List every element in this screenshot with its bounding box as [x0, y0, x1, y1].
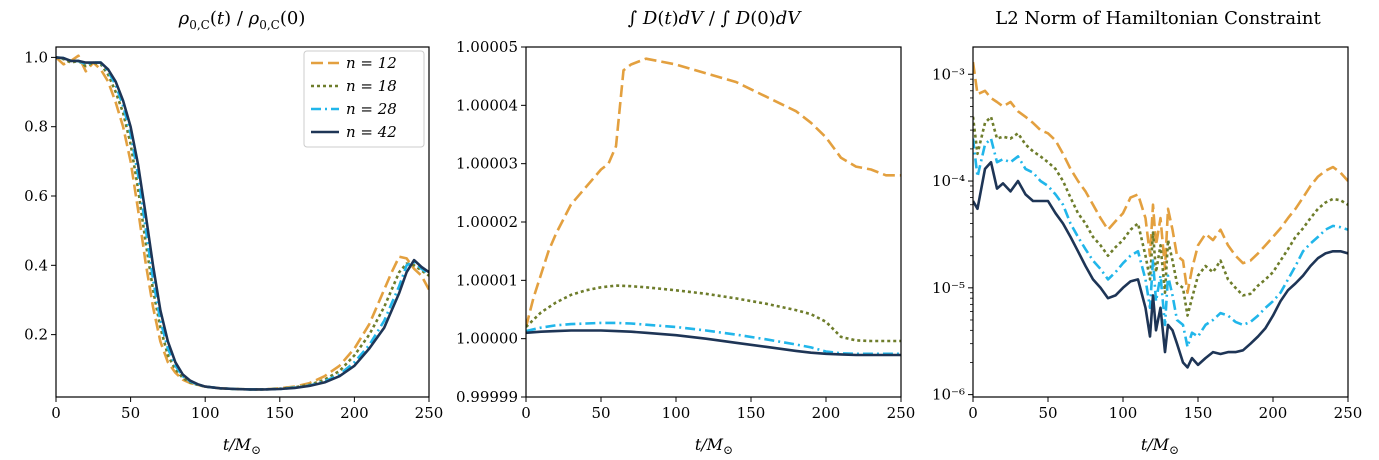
panel-1-series-n12 — [56, 54, 429, 391]
panel-1-ytick-label: 0.2 — [24, 326, 48, 344]
panel-1-ytick-label: 0.8 — [24, 118, 48, 136]
panel-2-ytick-label: 1.00003 — [456, 155, 518, 173]
panel-2-xtick-label: 250 — [887, 404, 916, 422]
legend-label-n12: n = 12 — [346, 54, 397, 72]
panel-1-xtick-label: 0 — [51, 404, 61, 422]
panel-1-xtick-label: 100 — [191, 404, 220, 422]
panel-3-frame — [972, 46, 1349, 398]
panel-2-series-n42 — [526, 329, 901, 357]
panel-2-ytick-label: 1.00002 — [456, 213, 518, 231]
panel-2-ytick-label: 1.00000 — [456, 330, 518, 348]
panel-3-xtick-label: 0 — [968, 404, 978, 422]
panel-3-xtick-label: 200 — [1259, 404, 1288, 422]
panel-2-ytick-label: 1.00001 — [456, 271, 518, 289]
panel-2-series-n18 — [526, 284, 901, 343]
panel-3-ytick-label: 10⁻³ — [932, 65, 965, 83]
legend-label-n28: n = 28 — [346, 100, 397, 118]
panel-mass-conservation: ∫ D(t)dV / ∫ D(0)dV 0 50 100 150 200 250 0.999… — [456, 8, 915, 422]
panel-3-xtick-label: 150 — [1184, 404, 1213, 422]
panel-3-ytick-label: 10⁻⁶ — [932, 386, 965, 404]
panel-3-series-n28 — [973, 137, 1348, 349]
panel-1-xtick-label: 200 — [340, 404, 369, 422]
panel-3-plot: 0 50 100 150 200 250 10⁻⁶ 10⁻⁵ 10⁻⁴ 10⁻³ — [932, 61, 1363, 422]
panel-2-series-n12 — [526, 57, 901, 328]
panel-2-xtick-label: 0 — [521, 404, 531, 422]
panel-1-ytick-label: 1.0 — [24, 48, 48, 66]
panel-1-xtick-label: 50 — [121, 404, 140, 422]
panel-2-xtick-label: 50 — [591, 404, 610, 422]
panel-3-ytick-label: 10⁻⁵ — [932, 279, 965, 297]
legend-label-n18: n = 18 — [346, 77, 397, 95]
panel-2-plot: 0 50 100 150 200 250 0.99999 1.00000 1.00001 1.00… — [456, 38, 915, 422]
panel-2-title: ∫ D(t)dV / ∫ D(0)dV — [628, 8, 802, 29]
panel-3-xlabel: t/M⊙ — [1141, 435, 1179, 457]
panel-3-series-n12 — [973, 61, 1348, 294]
panel-2-xtick-label: 150 — [737, 404, 766, 422]
panel-1-plot: 0 50 100 150 200 250 0.2 0.4 0.6 0.8 1.0 — [24, 48, 443, 422]
panel-3-xtick-label: 50 — [1038, 404, 1057, 422]
legend-label-n42: n = 42 — [346, 123, 397, 141]
panel-1-ytick-label: 0.6 — [24, 187, 48, 205]
panel-2-ytick-label: 1.00005 — [456, 38, 518, 56]
panel-2-xlabel: t/M⊙ — [695, 435, 733, 457]
panel-2-ytick-label: 0.99999 — [456, 388, 518, 406]
panel-3-ytick-label: 10⁻⁴ — [932, 172, 965, 190]
panel-1-frame — [55, 46, 430, 398]
panel-3-series-n18 — [973, 115, 1348, 317]
panel-2-xtick-label: 100 — [662, 404, 691, 422]
panel-1-xtick-label: 150 — [265, 404, 294, 422]
panel-3-xtick-label: 100 — [1109, 404, 1138, 422]
panel-2-series-n28 — [526, 321, 901, 356]
panel-1-xtick-label: 250 — [415, 404, 444, 422]
panel-1-ytick-label: 0.4 — [24, 256, 48, 274]
legend: n = 12 n = 18 n = 28 n = 42 — [303, 50, 425, 148]
panel-3-title: L2 Norm of Hamiltonian Constraint — [995, 8, 1321, 29]
panel-2-xtick-label: 200 — [812, 404, 841, 422]
legend-box — [303, 50, 425, 148]
panel-1-title: ρ0,C(t) / ρ0,C(0) — [178, 8, 306, 32]
panel-3-xtick-label: 250 — [1334, 404, 1363, 422]
panel-1-series-n42 — [56, 56, 429, 391]
panel-2-frame — [525, 46, 902, 398]
panel-2-ytick-label: 1.00004 — [456, 96, 518, 114]
panel-central-density: ρ0,C(t) / ρ0,C(0) 0 50 100 150 200 2500.20.40… — [24, 8, 443, 422]
panel-1-xlabel: t/M⊙ — [223, 435, 261, 457]
panel-3-series-n42 — [973, 160, 1348, 369]
panel-hamiltonian-constraint: L2 Norm of Hamiltonian Constraint 0 50 100… — [932, 8, 1362, 422]
